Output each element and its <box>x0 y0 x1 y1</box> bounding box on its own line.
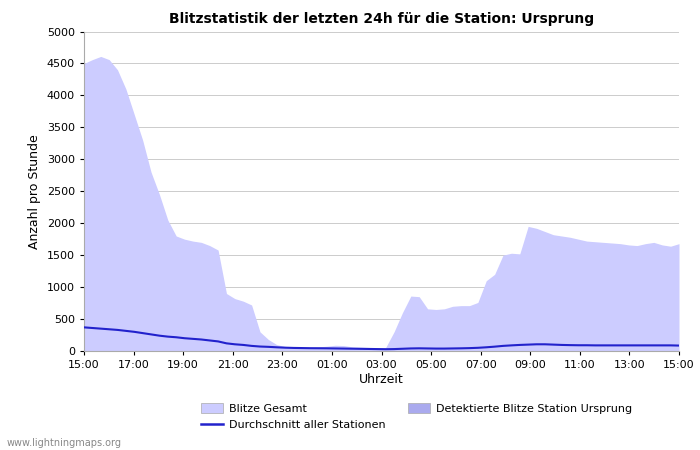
Title: Blitzstatistik der letzten 24h für die Station: Ursprung: Blitzstatistik der letzten 24h für die S… <box>169 12 594 26</box>
Text: www.lightningmaps.org: www.lightningmaps.org <box>7 438 122 448</box>
Y-axis label: Anzahl pro Stunde: Anzahl pro Stunde <box>28 134 41 248</box>
Legend: Blitze Gesamt, Durchschnitt aller Stationen, Detektierte Blitze Station Ursprung: Blitze Gesamt, Durchschnitt aller Statio… <box>197 399 636 435</box>
X-axis label: Uhrzeit: Uhrzeit <box>359 373 404 386</box>
